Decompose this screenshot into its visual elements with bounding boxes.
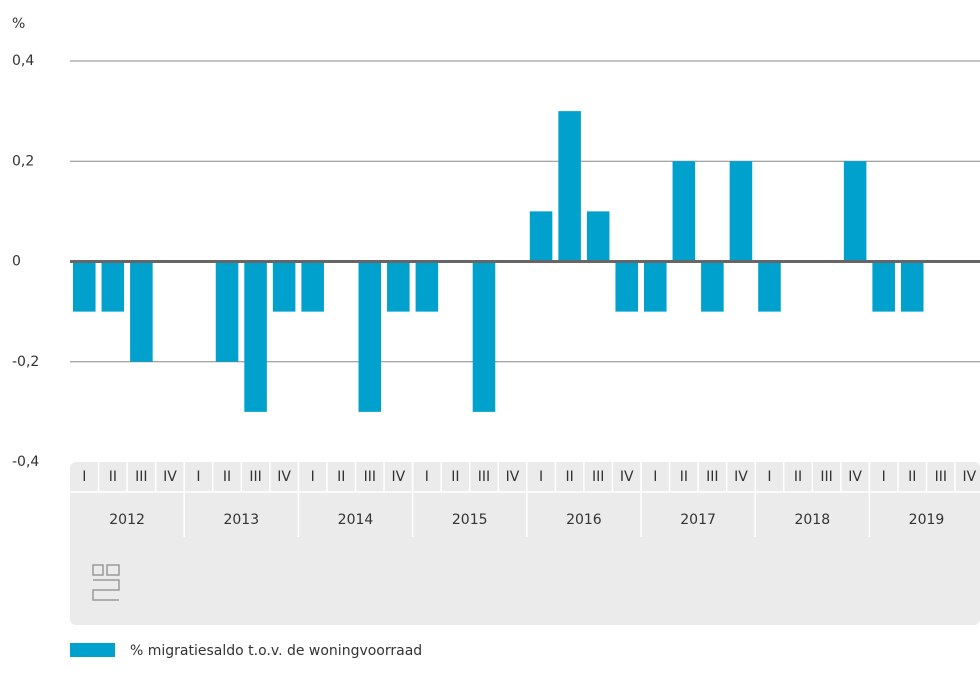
x-tick-label: I — [882, 469, 886, 485]
y-unit: % — [12, 16, 25, 32]
logo — [92, 564, 120, 601]
x-tick-label: I — [539, 469, 543, 485]
y-tick-label: -0,2 — [12, 354, 39, 370]
x-group-label: 2016 — [566, 512, 602, 528]
bar — [272, 261, 296, 312]
x-group-label: 2012 — [109, 512, 145, 528]
x-tick-label: IV — [277, 469, 291, 485]
x-tick-label: III — [478, 469, 490, 485]
x-tick-label: II — [565, 469, 573, 485]
x-tick-label: III — [706, 469, 718, 485]
x-tick-label: II — [794, 469, 802, 485]
bar — [387, 261, 410, 312]
x-tick-label: II — [680, 469, 688, 485]
y-tick-label: 0,2 — [12, 153, 34, 169]
x-tick-label: IV — [734, 469, 748, 485]
bar — [215, 261, 239, 362]
bar — [529, 211, 553, 262]
bar — [415, 261, 439, 312]
x-tick-label: II — [451, 469, 459, 485]
x-group-label: 2019 — [909, 512, 945, 528]
x-tick-label: II — [109, 469, 117, 485]
x-group-label: 2015 — [452, 512, 488, 528]
x-tick-label: I — [767, 469, 771, 485]
x-group-label: 2014 — [338, 512, 374, 528]
x-tick-label: III — [935, 469, 947, 485]
x-group-label: 2018 — [794, 512, 830, 528]
bar — [244, 261, 267, 412]
x-tick-label: I — [425, 469, 429, 485]
y-tick-label: 0 — [12, 254, 21, 270]
x-tick-label: III — [249, 469, 261, 485]
bar — [900, 261, 924, 312]
bar — [843, 161, 867, 262]
x-tick-label: IV — [962, 469, 976, 485]
legend-label: % migratiesaldo t.o.v. de woningvoorraad — [130, 643, 422, 659]
bar — [130, 261, 153, 362]
x-tick-label: I — [311, 469, 315, 485]
x-group-label: 2013 — [223, 512, 259, 528]
x-tick-label: II — [337, 469, 345, 485]
x-tick-label: III — [364, 469, 376, 485]
axis-panel — [70, 462, 980, 625]
x-tick-label: II — [223, 469, 231, 485]
bar — [101, 261, 125, 312]
x-tick-label: IV — [848, 469, 862, 485]
bar — [758, 261, 781, 312]
bar — [558, 111, 581, 262]
x-tick-label: III — [592, 469, 604, 485]
bar — [586, 211, 610, 262]
bar — [73, 261, 96, 312]
x-tick-label: I — [82, 469, 86, 485]
x-tick-label: IV — [391, 469, 405, 485]
bar — [472, 261, 496, 412]
x-tick-label: IV — [620, 469, 634, 485]
x-tick-label: I — [653, 469, 657, 485]
x-tick-label: IV — [506, 469, 520, 485]
bar — [872, 261, 895, 312]
bar — [644, 261, 667, 312]
bar — [729, 161, 753, 262]
x-group-label: 2017 — [680, 512, 716, 528]
x-tick-label: III — [135, 469, 147, 485]
y-tick-label: 0,4 — [12, 53, 34, 69]
bar — [672, 161, 696, 262]
x-tick-label: I — [196, 469, 200, 485]
y-tick-label: -0,4 — [12, 454, 39, 470]
bar — [615, 261, 638, 312]
bar — [358, 261, 382, 412]
bar — [701, 261, 724, 312]
x-tick-label: IV — [163, 469, 177, 485]
x-tick-label: II — [908, 469, 916, 485]
bar — [301, 261, 324, 312]
legend-swatch — [70, 643, 115, 657]
x-tick-label: III — [820, 469, 832, 485]
